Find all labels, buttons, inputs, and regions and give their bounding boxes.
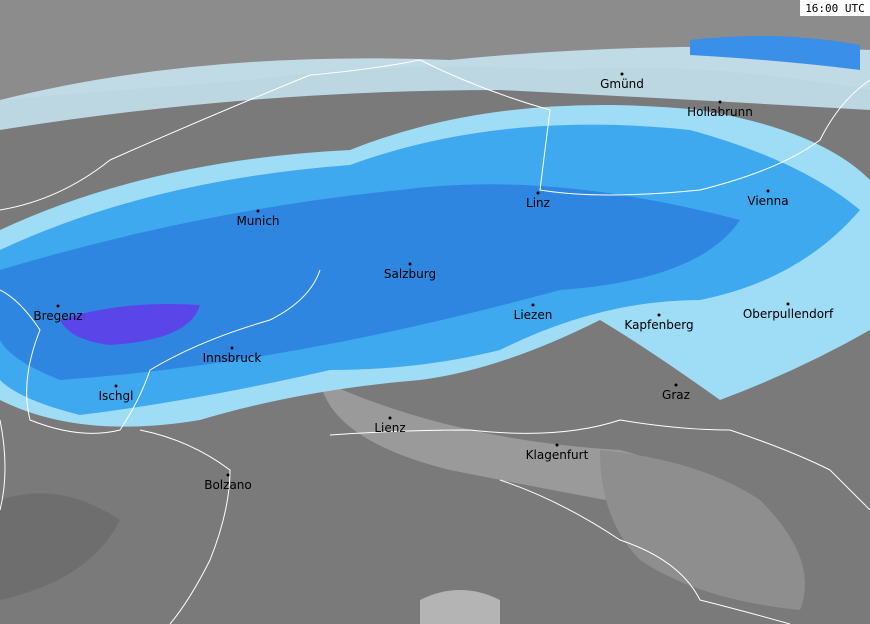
- city-dot: [555, 443, 559, 447]
- city-dot: [226, 473, 230, 477]
- city-dot: [718, 100, 722, 104]
- city-dot: [230, 346, 234, 350]
- city-dot: [766, 189, 770, 193]
- city-label: Bregenz: [33, 309, 82, 323]
- timestamp-box: [800, 0, 870, 16]
- city-labels: Gmünd Hollabrunn Linz Vienna Munich Salzburg B…: [33, 72, 834, 492]
- city-dot: [56, 304, 60, 308]
- city-label: Gmünd: [600, 77, 644, 91]
- city-dot: [531, 303, 535, 307]
- city-dot: [388, 416, 392, 420]
- city-dot: [786, 302, 790, 306]
- city-dot: [256, 209, 260, 213]
- borders: [0, 59, 870, 624]
- city-dot: [620, 72, 624, 76]
- city-dot: [114, 384, 118, 388]
- city-label: Munich: [236, 214, 279, 228]
- city-label: Vienna: [747, 194, 788, 208]
- city-label: Liezen: [514, 308, 553, 322]
- city-label: Graz: [662, 388, 690, 402]
- city-label: Innsbruck: [203, 351, 262, 365]
- city-dot: [536, 191, 540, 195]
- city-label: Ischgl: [99, 389, 134, 403]
- snowfall-radar: [0, 36, 870, 427]
- city-dot: [674, 383, 678, 387]
- city-dot: [408, 262, 412, 266]
- timestamp: 16:00 UTC: [805, 2, 865, 15]
- city-label: Salzburg: [384, 267, 436, 281]
- city-label: Lienz: [374, 421, 405, 435]
- city-label: Hollabrunn: [687, 105, 753, 119]
- city-dot: [657, 313, 661, 317]
- city-label: Linz: [526, 196, 550, 210]
- city-label: Klagenfurt: [526, 448, 589, 462]
- city-label: Kapfenberg: [624, 318, 693, 332]
- city-label: Bolzano: [204, 478, 252, 492]
- city-label: Oberpullendorf: [743, 307, 834, 321]
